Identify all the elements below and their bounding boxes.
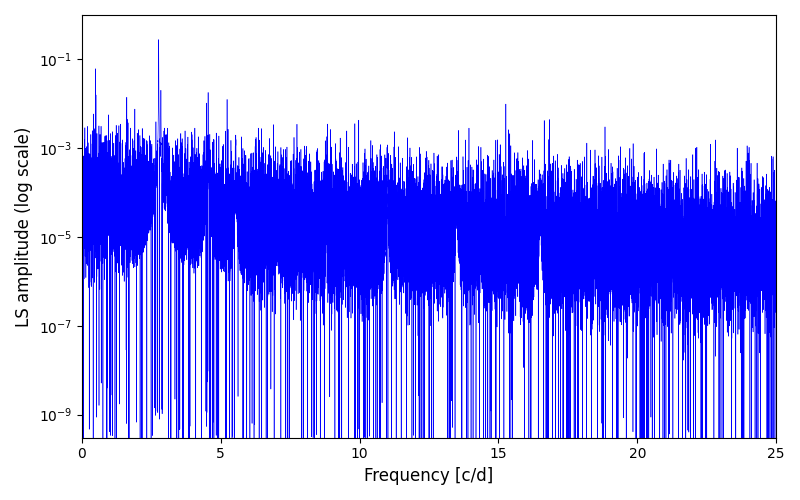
Y-axis label: LS amplitude (log scale): LS amplitude (log scale)	[15, 126, 33, 326]
X-axis label: Frequency [c/d]: Frequency [c/d]	[364, 467, 494, 485]
